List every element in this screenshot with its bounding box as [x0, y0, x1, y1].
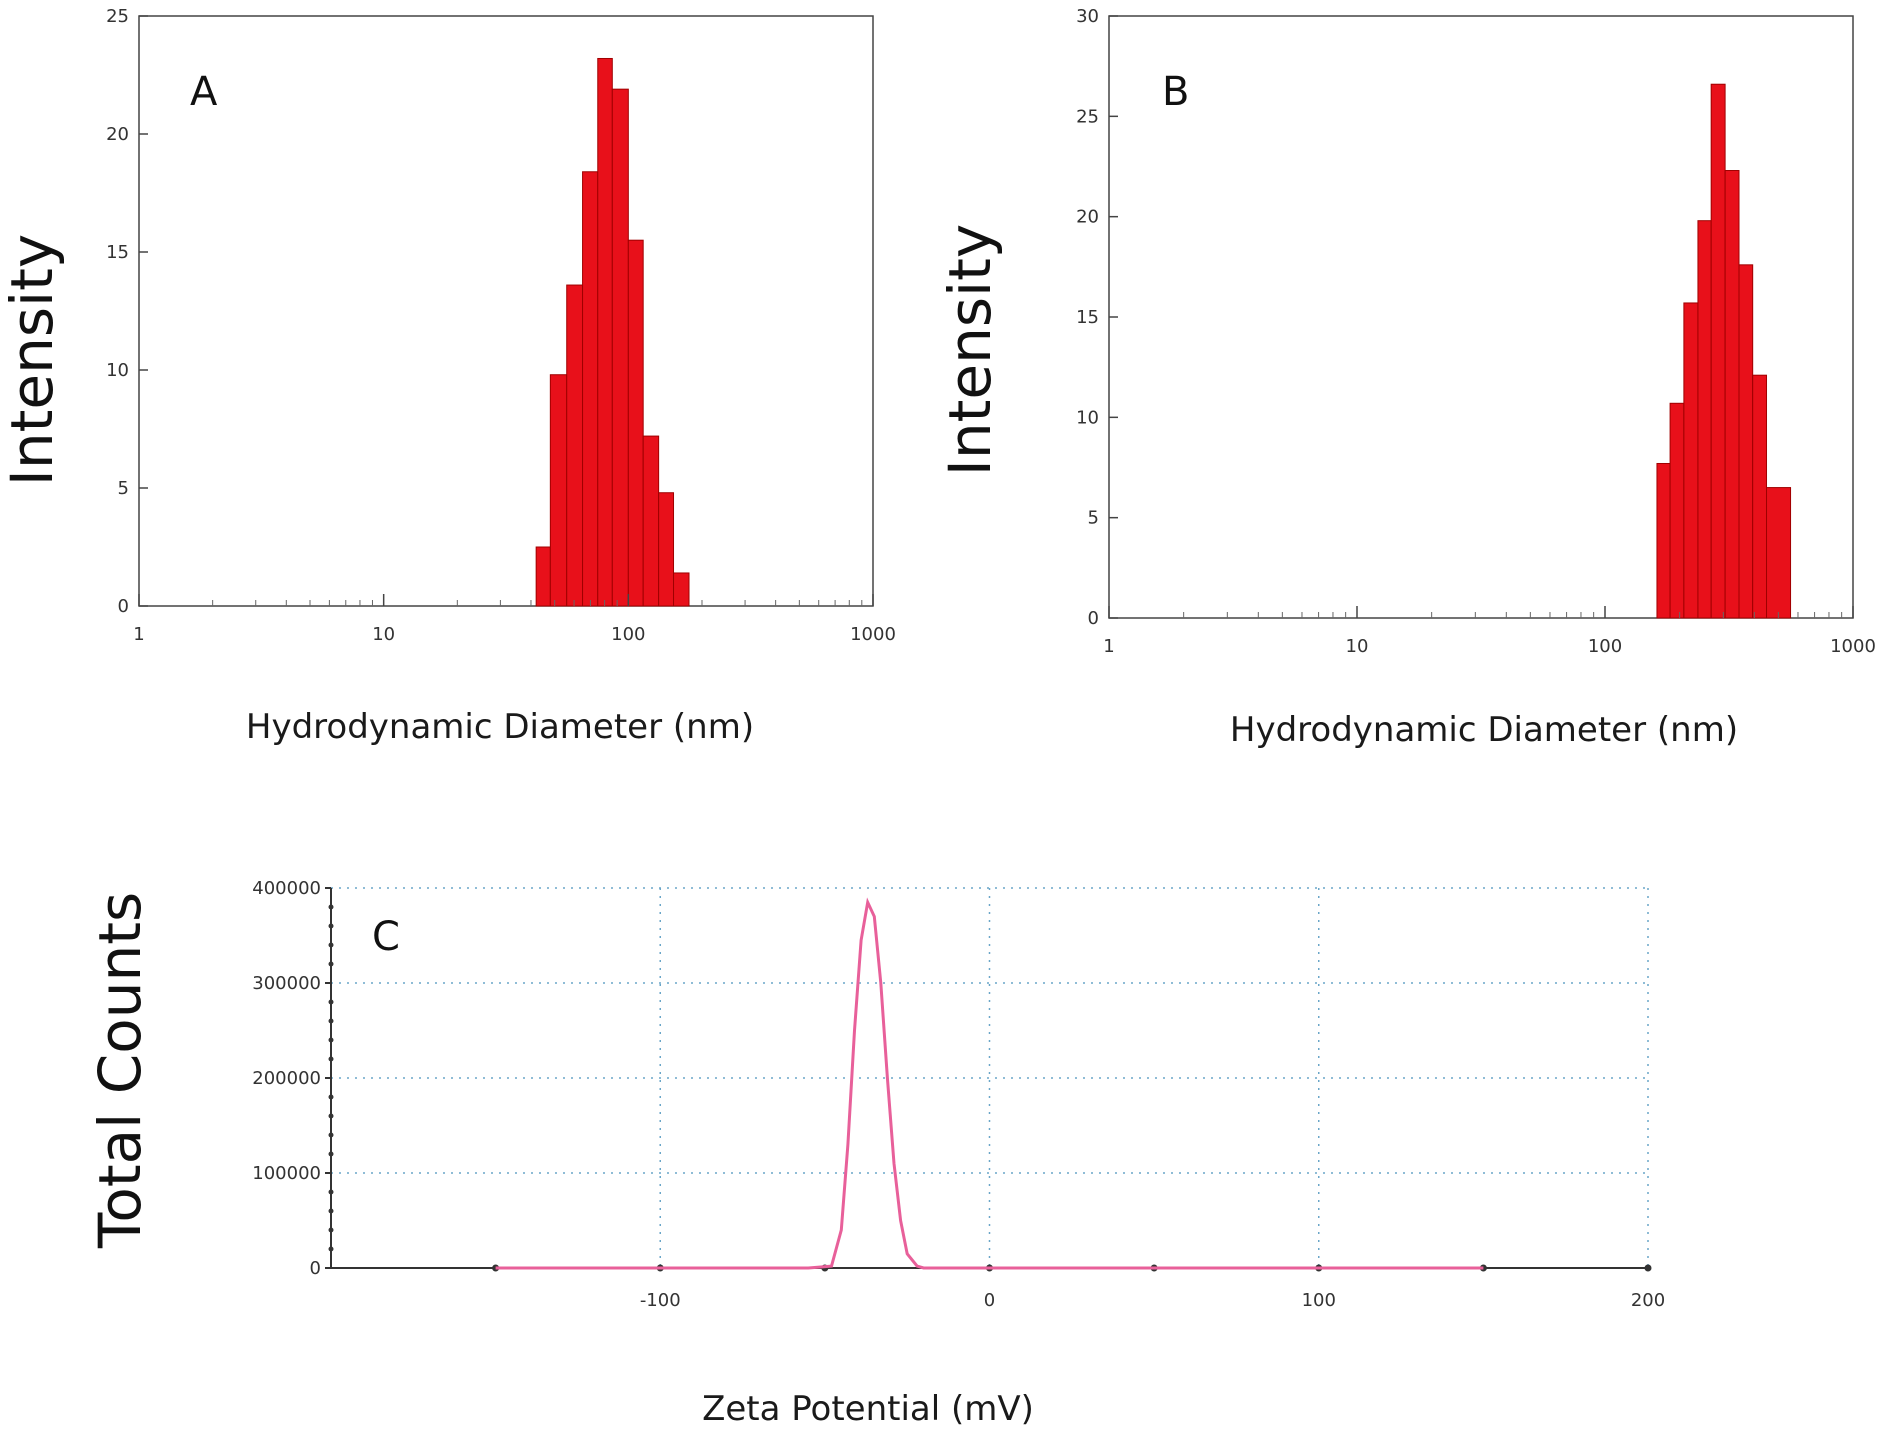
panel-a-x-axis-title: Hydrodynamic Diameter (nm) [246, 707, 754, 747]
panel-b-bar-1 [1656, 462, 1671, 619]
panel-b-bar-2 [1669, 402, 1685, 619]
panel-a-y-tick-label: 25 [106, 6, 129, 27]
panel-a-y-tick-label: 0 [118, 596, 129, 617]
panel-a-y-tick-label: 10 [106, 360, 129, 381]
panel-b-bars [1656, 83, 1792, 619]
panel-a-bar-5 [597, 57, 613, 607]
panel-c-y-minor-tick [328, 1246, 334, 1252]
panel-a-bar-2 [549, 374, 568, 607]
panel-a-x-tick-label: 10 [372, 624, 395, 645]
panel-a-bar-8 [642, 435, 660, 607]
panel-c-y-minor-tick [328, 1018, 334, 1024]
panel-c-x-tick-label: 0 [984, 1290, 995, 1311]
panel-a-x-tick-label: 100 [611, 624, 645, 645]
panel-c-y-minor-tick [328, 1227, 334, 1233]
panel-c-x-tick-label: -100 [640, 1290, 681, 1311]
panel-a-y-tick-label: 5 [118, 478, 129, 499]
panel-c-y-minor-tick [328, 904, 334, 910]
panel-c-y-minor-tick [328, 1113, 334, 1119]
panel-a-bar-10 [673, 572, 690, 607]
panel-c-y-minor-tick [328, 1151, 334, 1157]
panel-a-y-ticks: 0 5 10 15 20 25 [106, 6, 148, 617]
panel-c-y-ticks: 0 100000 200000 300000 400000 [252, 878, 334, 1279]
panel-a-x-ticks: 1 10 100 1000 [133, 594, 896, 645]
panel-a-y-tick-label: 20 [106, 124, 129, 145]
panel-c-label: C [372, 914, 400, 960]
panel-b-bar-8 [1752, 374, 1768, 619]
panel-b-y-tick-label: 30 [1076, 6, 1099, 27]
panel-c-y-minor-tick [328, 1189, 334, 1195]
panel-a-bar-1 [535, 546, 551, 607]
panel-b-label: B [1162, 69, 1189, 115]
panel-a-bar-6 [611, 88, 629, 607]
panel-b-y-tick-label: 25 [1076, 106, 1099, 127]
panel-b-y-tick-label: 15 [1076, 307, 1099, 328]
panel-a-bars [535, 57, 690, 607]
panel-a-y-axis-title: Intensity [0, 234, 66, 486]
panel-c-y-tick-label: 100000 [252, 1163, 321, 1184]
panel-c-x-tick-label: 200 [1631, 1290, 1665, 1311]
panel-b-x-tick-label: 1 [1103, 636, 1114, 657]
panel-b: 0 5 10 15 20 25 30 1 10 100 1000 B Intensity Hydr… [936, 6, 1876, 750]
panel-c-y-minor-tick [328, 923, 334, 929]
panel-c-x-axis-title: Zeta Potential (mV) [702, 1389, 1034, 1429]
panel-b-bar-4 [1697, 220, 1712, 619]
panel-a-x-tick-label: 1000 [850, 624, 896, 645]
panel-c-x-ticks: -100 0 100 200 [492, 1264, 1665, 1311]
panel-c-y-minor-tick [328, 1132, 334, 1138]
panel-b-bar-3 [1683, 302, 1699, 619]
panel-c-series-line [495, 897, 1484, 1270]
panel-c-y-minor-tick [328, 1037, 334, 1043]
panel-b-y-tick-label: 5 [1088, 508, 1099, 529]
panel-c-y-minor-tick [328, 942, 334, 948]
panel-c-y-tick-label: 300000 [252, 973, 321, 994]
panel-b-y-tick-label: 20 [1076, 207, 1099, 228]
panel-b-bar-7 [1738, 264, 1754, 619]
panel-c-y-tick-label: 200000 [252, 1068, 321, 1089]
panel-c-x-tick-dot [1644, 1264, 1652, 1272]
panel-c-y-minor-tick [328, 1094, 334, 1100]
panel-b-bar-6 [1724, 170, 1740, 619]
panel-c-y-tick-label: 400000 [252, 878, 321, 899]
panel-b-x-tick-label: 1000 [1830, 636, 1876, 657]
panel-c-y-axis-title: Total Counts [86, 892, 154, 1249]
panel-b-x-tick-label: 100 [1588, 636, 1622, 657]
panel-b-y-tick-label: 10 [1076, 407, 1099, 428]
panel-a-y-tick-label: 15 [106, 242, 129, 263]
panel-a-bar-3 [566, 284, 584, 607]
panel-c-y-minor-tick [328, 1056, 334, 1062]
panel-b-y-axis-title: Intensity [936, 224, 1004, 476]
panel-c-y-minor-tick [328, 961, 334, 967]
panel-c-y-tick-label: 0 [310, 1258, 321, 1279]
panel-c-y-minor-tick [328, 1208, 334, 1214]
panel-a-bar-4 [582, 171, 599, 607]
panel-b-bar-9 [1766, 487, 1792, 619]
panel-b-bar-5 [1710, 83, 1726, 619]
panel-b-x-tick-label: 10 [1346, 636, 1369, 657]
panel-b-x-ticks: 1 10 100 1000 [1103, 606, 1876, 657]
panel-a-bar-9 [658, 492, 675, 607]
panel-c-y-minor-tick [328, 999, 334, 1005]
panel-a-bar-7 [627, 239, 644, 607]
panel-b-x-axis-title: Hydrodynamic Diameter (nm) [1230, 710, 1738, 750]
panel-c-x-tick-label: 100 [1302, 1290, 1336, 1311]
panel-a-label: A [190, 69, 218, 115]
panel-c-grid [331, 887, 1649, 1268]
panel-a-plot-frame [138, 15, 874, 607]
panel-b-y-tick-label: 0 [1088, 608, 1099, 629]
panel-b-y-ticks: 0 5 10 15 20 25 30 [1076, 6, 1118, 629]
panel-a: 0 5 10 15 20 25 1 10 100 1000 A Intensity Hydrod… [0, 6, 896, 747]
panel-a-x-tick-label: 1 [133, 624, 144, 645]
